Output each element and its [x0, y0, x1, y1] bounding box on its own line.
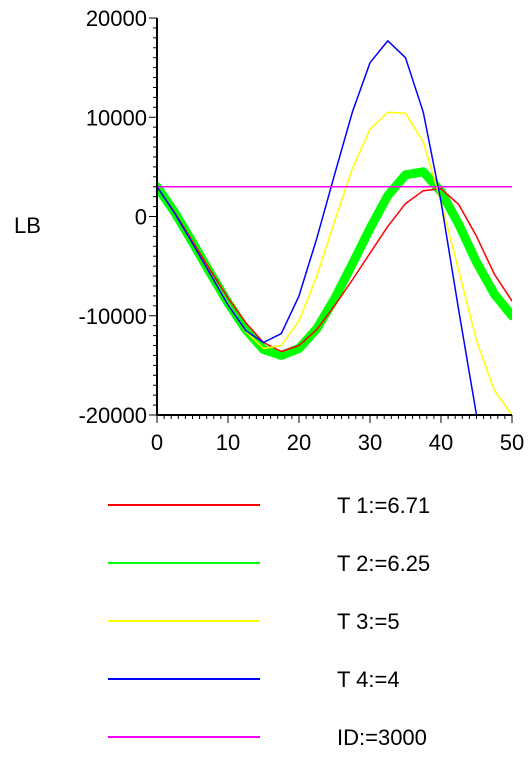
legend-label: ID:=3000: [337, 725, 427, 750]
legend-item: T 3:=5: [108, 609, 400, 634]
x-tick-label: 40: [429, 430, 453, 455]
legend-item: ID:=3000: [108, 725, 427, 750]
x-tick-label: 30: [358, 430, 382, 455]
series-line-1: [157, 185, 512, 353]
legend-label: T 4:=4: [337, 667, 400, 692]
x-tick-label: 10: [216, 430, 240, 455]
series-layer: [157, 40, 512, 415]
legend-label: T 2:=6.25: [337, 551, 430, 576]
x-tick-label: 0: [151, 430, 163, 455]
series-line-3: [157, 111, 512, 415]
series-line-2: [157, 167, 512, 360]
y-tick-label: -20000: [78, 403, 147, 428]
legend: T 1:=6.71 T 2:=6.25 T 3:=5 T 4:=4 ID:=3000: [108, 493, 430, 750]
series-line-4: [157, 40, 478, 415]
y-tick-label: 20000: [86, 6, 147, 31]
legend-item: T 1:=6.71: [108, 493, 430, 518]
x-tick-label: 50: [500, 430, 524, 455]
legend-item: T 2:=6.25: [108, 551, 430, 576]
y-axis-label: LB: [14, 213, 41, 238]
y-tick-label: 0: [135, 205, 147, 230]
legend-label: T 3:=5: [337, 609, 400, 634]
legend-item: T 4:=4: [108, 667, 400, 692]
legend-label: T 1:=6.71: [337, 493, 430, 518]
x-tick-label: 20: [287, 430, 311, 455]
y-tick-label: 10000: [86, 105, 147, 130]
y-tick-label: -10000: [78, 304, 147, 329]
